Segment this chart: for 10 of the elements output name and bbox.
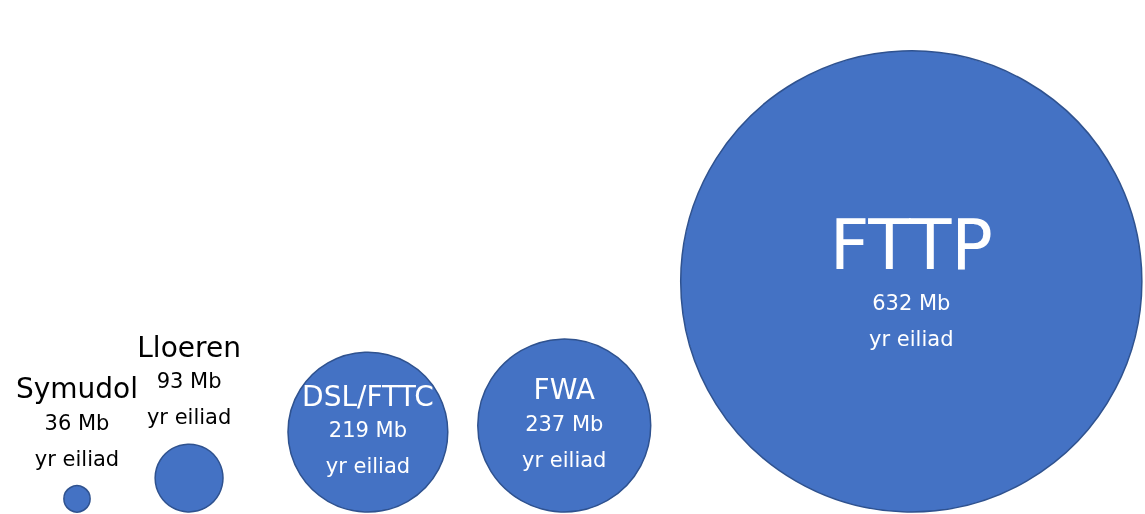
category-label: DSL/FTTC xyxy=(302,379,434,413)
data-label: 219 Mb yr eiliad xyxy=(325,418,411,479)
category-label: FWA xyxy=(533,373,595,407)
data-label: 237 Mb yr eiliad xyxy=(522,411,607,472)
data-label: 93 Mb yr eiliad xyxy=(146,369,232,430)
category-label: FTTP xyxy=(829,205,993,286)
data-label: 36 Mb yr eiliad xyxy=(34,410,120,471)
category-label: Symudol xyxy=(15,372,139,406)
category-label: Lloeren xyxy=(137,330,241,364)
data-label: 632 Mb yr eiliad xyxy=(869,291,954,352)
